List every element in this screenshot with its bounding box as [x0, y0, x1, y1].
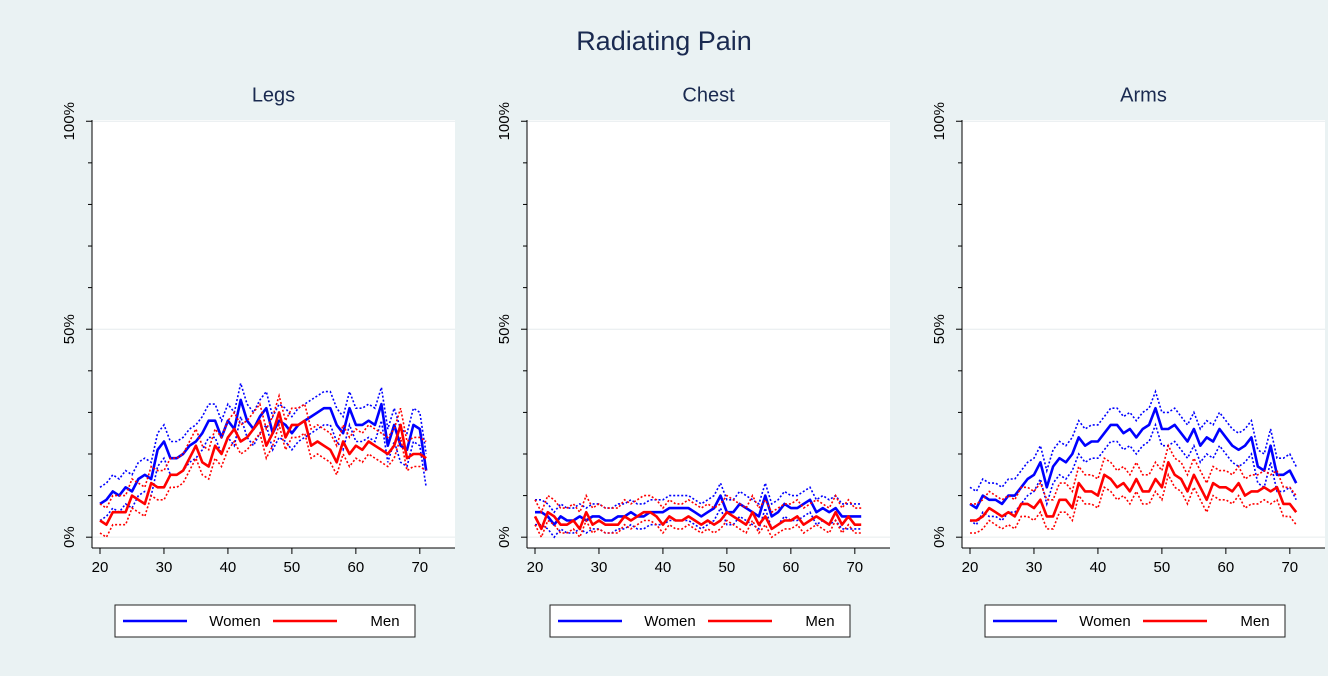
panel-title: Chest: [682, 84, 735, 106]
ci-line: [99, 421, 427, 539]
ci-line: [970, 472, 1297, 534]
series-line: [533, 510, 862, 531]
y-tick-label: 100%: [931, 102, 948, 140]
x-tick-label: 20: [527, 559, 544, 576]
ci-line: [99, 380, 427, 488]
x-tick-label: 50: [719, 559, 736, 576]
y-tick-label: 50%: [931, 314, 948, 344]
x-tick-label: 40: [220, 559, 237, 576]
legend-label: Men: [1240, 613, 1269, 630]
x-tick-label: 70: [411, 559, 428, 576]
series-line: [969, 406, 1298, 510]
y-tick-label: 0%: [61, 526, 78, 548]
ci-line: [969, 389, 1297, 493]
panel-title: Legs: [252, 84, 295, 106]
series-line: [99, 398, 428, 505]
legend-label: Women: [1079, 613, 1130, 630]
ci-line: [535, 480, 862, 514]
y-tick-label: 100%: [61, 102, 78, 140]
x-tick-label: 60: [783, 559, 800, 576]
x-tick-label: 30: [591, 559, 608, 576]
y-tick-label: 0%: [496, 526, 513, 548]
y-tick-label: 50%: [61, 314, 78, 344]
plot-area: [527, 120, 890, 548]
legend-label: Women: [644, 613, 695, 630]
x-tick-label: 40: [1090, 559, 1107, 576]
series-line: [970, 461, 1298, 522]
panel-title: Arms: [1120, 84, 1167, 106]
legend-label: Women: [209, 613, 260, 630]
ci-line: [99, 392, 427, 510]
ci-line: [970, 443, 1297, 505]
x-tick-label: 20: [962, 559, 979, 576]
legend-label: Men: [370, 613, 399, 630]
x-tick-label: 60: [348, 559, 365, 576]
x-tick-label: 70: [846, 559, 863, 576]
x-tick-label: 40: [655, 559, 672, 576]
x-tick-label: 70: [1281, 559, 1298, 576]
x-tick-label: 20: [92, 559, 109, 576]
x-tick-label: 30: [156, 559, 173, 576]
y-tick-label: 100%: [496, 102, 513, 140]
plot-area: [962, 120, 1325, 548]
x-tick-label: 60: [1218, 559, 1235, 576]
y-tick-label: 50%: [496, 314, 513, 344]
plot-area: [92, 120, 455, 548]
legend-label: Men: [805, 613, 834, 630]
chart-title: Radiating Pain: [576, 26, 752, 56]
y-tick-label: 0%: [931, 526, 948, 548]
ci-line: [535, 505, 862, 539]
ci-line: [534, 518, 862, 540]
series-line: [99, 411, 427, 526]
x-tick-label: 30: [1026, 559, 1043, 576]
x-tick-label: 50: [284, 559, 301, 576]
x-tick-label: 50: [1154, 559, 1171, 576]
